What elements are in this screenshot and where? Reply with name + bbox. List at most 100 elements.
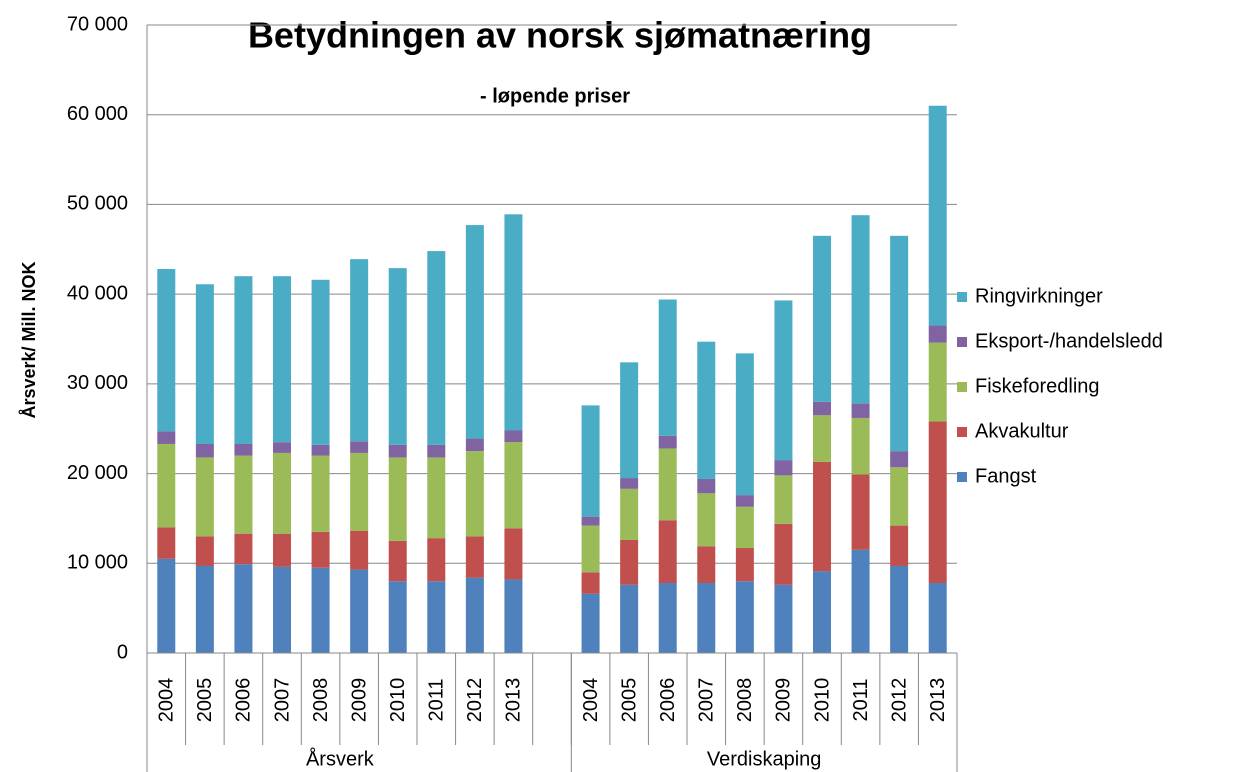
bar-segment bbox=[735, 495, 754, 507]
bar-segment bbox=[388, 444, 407, 458]
bar-segment bbox=[311, 279, 330, 445]
bar-segment bbox=[890, 451, 909, 468]
chart-title: Betydningen av norsk sjømatnæring bbox=[248, 15, 872, 56]
bar-segment bbox=[465, 438, 484, 452]
y-tick-label: 40 000 bbox=[67, 282, 128, 304]
legend-swatch bbox=[957, 337, 967, 347]
bar-segment bbox=[388, 581, 407, 653]
x-tick-label: 2006 bbox=[233, 678, 255, 723]
group-label: Årsverk bbox=[306, 747, 375, 770]
x-tick-label: 2013 bbox=[927, 678, 949, 723]
bar-segment bbox=[388, 540, 407, 582]
group-label: Verdiskaping bbox=[707, 748, 822, 770]
bar-segment bbox=[465, 451, 484, 537]
x-tick-label: 2005 bbox=[194, 678, 216, 723]
bar-segment bbox=[427, 457, 446, 539]
bar-segment bbox=[581, 572, 600, 594]
bar-segment bbox=[273, 452, 291, 534]
bar-segment bbox=[851, 474, 870, 550]
bar-segment bbox=[504, 214, 523, 431]
bar-segment bbox=[311, 567, 330, 653]
bar-segment bbox=[697, 341, 716, 479]
bar-segment bbox=[735, 353, 754, 496]
bar-segment bbox=[504, 579, 523, 653]
bar-segment bbox=[774, 523, 793, 585]
bar-segment bbox=[504, 430, 523, 443]
x-tick-label: 2013 bbox=[503, 678, 525, 723]
bar-segment bbox=[273, 566, 291, 653]
bar-segment bbox=[890, 565, 909, 653]
bar-segment bbox=[157, 431, 176, 444]
bar-segment bbox=[234, 276, 253, 444]
bar-segment bbox=[273, 276, 291, 443]
legend-swatch bbox=[957, 427, 967, 437]
bar-segment bbox=[774, 300, 793, 461]
bar-segment bbox=[851, 215, 870, 404]
bar-segment bbox=[620, 488, 639, 540]
bar-segment bbox=[195, 536, 214, 566]
bar-segment bbox=[157, 527, 176, 559]
bar-segment bbox=[234, 533, 253, 565]
legend-label: Fangst bbox=[975, 465, 1037, 487]
x-tick-label: 2009 bbox=[348, 678, 370, 723]
bar-segment bbox=[195, 457, 214, 537]
bar-segment bbox=[658, 583, 677, 653]
chart-subtitle: - løpende priser bbox=[480, 85, 630, 107]
legend-label: Eksport-/handelsledd bbox=[975, 330, 1163, 352]
bar-segment bbox=[851, 417, 870, 475]
bar-segment bbox=[658, 435, 677, 449]
bar-segment bbox=[195, 443, 214, 458]
bar-segment bbox=[157, 269, 176, 432]
bar-segment bbox=[465, 577, 484, 653]
bar-segment bbox=[620, 478, 639, 489]
bar-segment bbox=[928, 105, 947, 326]
bar-segment bbox=[658, 299, 677, 436]
bar-segment bbox=[581, 405, 600, 517]
bar-segment bbox=[234, 443, 253, 456]
x-tick-label: 2007 bbox=[271, 678, 293, 723]
bar-segment bbox=[234, 564, 253, 653]
x-tick-label: 2004 bbox=[580, 678, 602, 723]
x-tick-label: 2009 bbox=[773, 678, 795, 723]
bar-segment bbox=[697, 546, 716, 584]
bar-segment bbox=[774, 584, 793, 653]
y-tick-label: 30 000 bbox=[67, 372, 128, 394]
bar-segment bbox=[928, 342, 947, 422]
y-tick-label: 10 000 bbox=[67, 552, 128, 574]
legend-swatch bbox=[957, 292, 967, 302]
bar-segment bbox=[928, 325, 947, 343]
bar-segment bbox=[273, 533, 291, 567]
bar-segment bbox=[465, 225, 484, 439]
bar-segment bbox=[195, 565, 214, 653]
bar-segment bbox=[735, 581, 754, 653]
bar-segment bbox=[890, 525, 909, 566]
bar-segment bbox=[928, 583, 947, 653]
legend-label: Akvakultur bbox=[975, 420, 1069, 442]
bar-segment bbox=[350, 530, 369, 570]
x-tick-label: 2010 bbox=[387, 678, 409, 723]
bar-segment bbox=[813, 401, 831, 416]
bar-segment bbox=[735, 506, 754, 549]
bar-segment bbox=[697, 493, 716, 547]
bar-segment bbox=[504, 442, 523, 529]
bar-segment bbox=[311, 455, 330, 532]
bar-segment bbox=[813, 415, 831, 462]
bar-segment bbox=[504, 528, 523, 580]
bar-segment bbox=[620, 584, 639, 653]
bar-segment bbox=[273, 442, 291, 453]
bar-segment bbox=[813, 235, 831, 402]
x-tick-label: 2004 bbox=[156, 678, 178, 723]
legend-swatch bbox=[957, 472, 967, 482]
bar-segment bbox=[427, 538, 446, 582]
bar-segment bbox=[311, 531, 330, 568]
x-tick-label: 2012 bbox=[888, 678, 910, 723]
bar-segment bbox=[234, 455, 253, 534]
x-tick-label: 2008 bbox=[734, 678, 756, 723]
bar-segment bbox=[697, 478, 716, 494]
x-tick-label: 2012 bbox=[464, 678, 486, 723]
bar-segment bbox=[890, 467, 909, 526]
y-tick-label: 20 000 bbox=[67, 462, 128, 484]
legend-swatch bbox=[957, 382, 967, 392]
bar-segment bbox=[157, 558, 176, 653]
